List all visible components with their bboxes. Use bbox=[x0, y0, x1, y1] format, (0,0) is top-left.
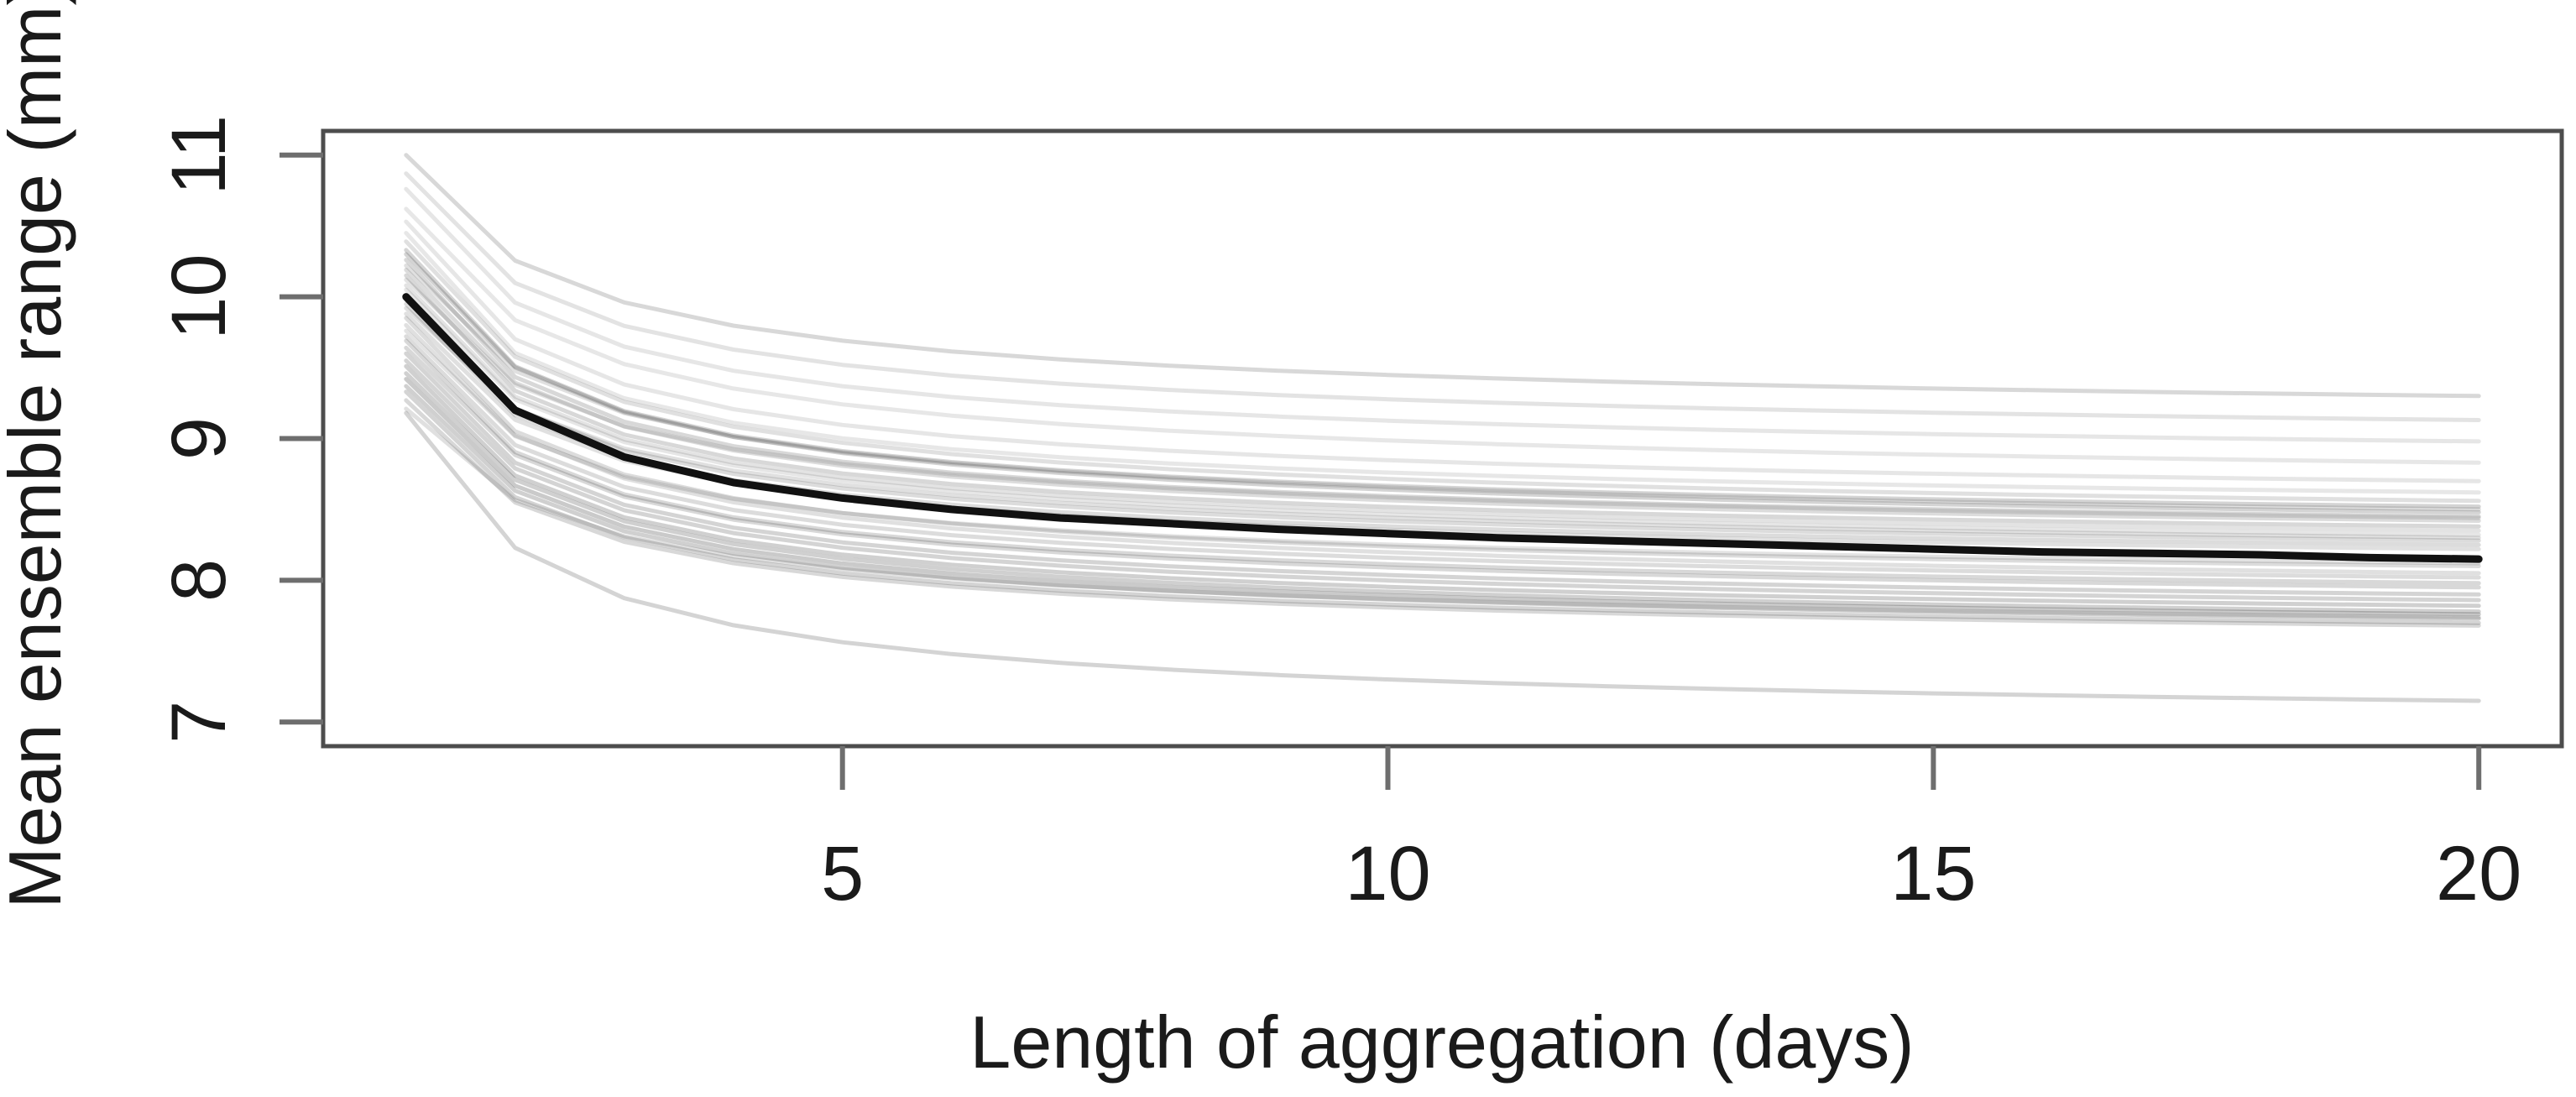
ensemble-member-line bbox=[404, 306, 2481, 541]
x-tick-label: 10 bbox=[1345, 831, 1430, 917]
ensemble-member-line bbox=[404, 322, 2481, 576]
y-tick-label: 9 bbox=[156, 417, 242, 460]
ensemble-member-line bbox=[404, 358, 2481, 603]
ensemble-member-line bbox=[404, 277, 2481, 520]
ensemble-member-line bbox=[404, 338, 2481, 586]
ensemble-member-line bbox=[404, 334, 2481, 580]
ensemble-member-line bbox=[404, 273, 2481, 529]
x-tick-label: 5 bbox=[821, 831, 864, 917]
ensemble-member-line bbox=[404, 268, 2481, 523]
ensemble-member-line bbox=[404, 363, 2481, 609]
ensemble-member-line bbox=[404, 231, 2481, 495]
y-tick-label: 10 bbox=[156, 253, 242, 339]
mean-line-group bbox=[402, 293, 2483, 563]
mean-line bbox=[402, 293, 2483, 563]
ensemble-member-line bbox=[404, 384, 2481, 621]
x-tick-label: 20 bbox=[2436, 831, 2521, 917]
y-tick-label: 7 bbox=[156, 701, 242, 744]
ensemble-member-line bbox=[404, 248, 2481, 509]
ensemble-member-line bbox=[404, 351, 2481, 597]
ensemble-lines bbox=[404, 153, 2481, 703]
ensemble-member-line bbox=[404, 377, 2481, 617]
ensemble-member-line bbox=[404, 389, 2481, 625]
x-axis-title: Length of aggregation (days) bbox=[969, 1000, 1914, 1084]
ensemble-member-line bbox=[404, 406, 2481, 619]
ensemble-member-line bbox=[404, 258, 2481, 519]
ensemble-member-line bbox=[404, 171, 2481, 422]
axis-ticks bbox=[280, 152, 2482, 790]
ensemble-member-line bbox=[404, 239, 2481, 504]
ensemble-member-line bbox=[404, 283, 2481, 533]
ensemble-member-line bbox=[404, 316, 2481, 568]
ensemble-member-line bbox=[404, 219, 2481, 483]
ensemble-member-line bbox=[404, 263, 2481, 512]
y-axis-title: Mean ensemble range (mm) bbox=[0, 0, 76, 909]
ensemble-member-line bbox=[404, 206, 2481, 465]
ensemble-member-line bbox=[404, 153, 2481, 399]
ensemble-member-line bbox=[404, 287, 2481, 537]
y-tick-label: 8 bbox=[156, 559, 242, 602]
y-tick-label: 11 bbox=[156, 115, 242, 196]
ensemble-member-line bbox=[404, 410, 2481, 703]
ensemble-member-line bbox=[404, 328, 2481, 566]
axis-tick-labels: 5 10 15 20 7 8 9 10 11 bbox=[156, 115, 2521, 917]
ensemble-member-line bbox=[404, 371, 2481, 614]
ensemble-member-line bbox=[404, 252, 2481, 515]
ensemble-member-line bbox=[404, 398, 2481, 628]
ensemble-member-line bbox=[404, 186, 2481, 444]
ensemble-member-line bbox=[404, 297, 2481, 543]
x-tick-label: 15 bbox=[1890, 831, 1976, 917]
ensemble-member-line bbox=[404, 345, 2481, 590]
